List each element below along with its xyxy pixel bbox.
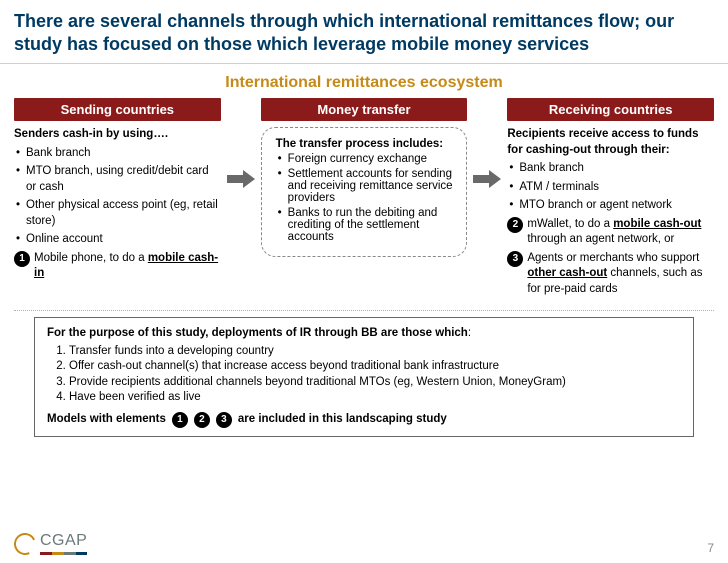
receiving-column: Receiving countries Recipients receive a… [507,98,714,300]
logo-color-bar [40,552,87,555]
list-item: Other physical access point (eg, retail … [14,198,221,229]
list-item: Online account [14,232,221,248]
arrow-1 [227,98,255,190]
list-item: Settlement accounts for sending and rece… [276,168,457,204]
sending-list: Bank branch MTO branch, using credit/deb… [14,146,221,248]
badge-2-pre: mWallet, to do a [527,218,613,230]
page-number: 7 [707,541,714,555]
footer: CGAP 7 [14,532,714,555]
badge-3-underline: other cash-out [527,267,607,279]
list-item: Foreign currency exchange [276,153,457,165]
list-item: Banks to run the debiting and crediting … [276,207,457,243]
inclusion-badge-1-icon: 1 [172,412,188,428]
list-item: Offer cash-out channel(s) that increase … [69,359,681,375]
sending-lead: Senders cash-in by using…. [14,127,221,143]
list-item: MTO branch or agent network [507,198,714,214]
inclusion-pre: Models with elements [47,412,166,428]
list-item: Bank branch [14,146,221,162]
list-item: Provide recipients additional channels b… [69,375,681,391]
list-item: Transfer funds into a developing country [69,344,681,360]
arrow-2 [473,98,501,190]
list-item: Bank branch [507,161,714,177]
cgap-logo: CGAP [14,532,87,555]
badge-3-pre: Agents or merchants who support [527,252,699,264]
sending-badge-item: 1 Mobile phone, to do a mobile cash-in [14,251,221,282]
arrow-right-icon [227,168,255,190]
study-purpose-lead: For the purpose of this study, deploymen… [47,327,468,339]
badge-1-pre: Mobile phone, to do a [34,252,148,264]
inclusion-badge-2-icon: 2 [194,412,210,428]
title-bar: There are several channels through which… [0,0,728,64]
logo-swirl-icon [11,529,39,557]
three-column-diagram: Sending countries Senders cash-in by usi… [0,98,728,300]
receiving-badge-item-2: 2 mWallet, to do a mobile cash-out throu… [507,217,714,248]
badge-1-icon: 1 [14,251,30,267]
page-title: There are several channels through which… [14,10,714,55]
study-definition-box: For the purpose of this study, deploymen… [34,317,694,437]
receiving-badge-item-3: 3 Agents or merchants who support other … [507,251,714,298]
receiving-list: Bank branch ATM / terminals MTO branch o… [507,161,714,214]
transfer-dashed-box: The transfer process includes: Foreign c… [261,127,468,257]
transfer-list: Foreign currency exchange Settlement acc… [276,153,457,243]
inclusion-post: are included in this landscaping study [238,412,447,428]
transfer-header: Money transfer [261,98,468,121]
sending-column: Sending countries Senders cash-in by usi… [14,98,221,285]
study-criteria-list: Transfer funds into a developing country… [47,344,681,406]
transfer-column: Money transfer The transfer process incl… [261,98,468,257]
badge-2-icon: 2 [507,217,523,233]
inclusion-line: Models with elements 1 2 3 are included … [47,412,681,428]
badge-2-underline: mobile cash-out [613,218,701,230]
divider-dotted [14,310,714,311]
list-item: Have been verified as live [69,390,681,406]
badge-3-icon: 3 [507,251,523,267]
receiving-lead: Recipients receive access to funds for c… [507,127,714,158]
subtitle: International remittances ecosystem [0,74,728,92]
sending-header: Sending countries [14,98,221,121]
receiving-header: Receiving countries [507,98,714,121]
inclusion-badge-3-icon: 3 [216,412,232,428]
badge-2-post: through an agent network, or [527,233,674,245]
list-item: MTO branch, using credit/debit card or c… [14,164,221,195]
logo-text: CGAP [40,532,87,550]
list-item: ATM / terminals [507,180,714,196]
transfer-lead: The transfer process includes: [276,138,457,150]
arrow-right-icon [473,168,501,190]
